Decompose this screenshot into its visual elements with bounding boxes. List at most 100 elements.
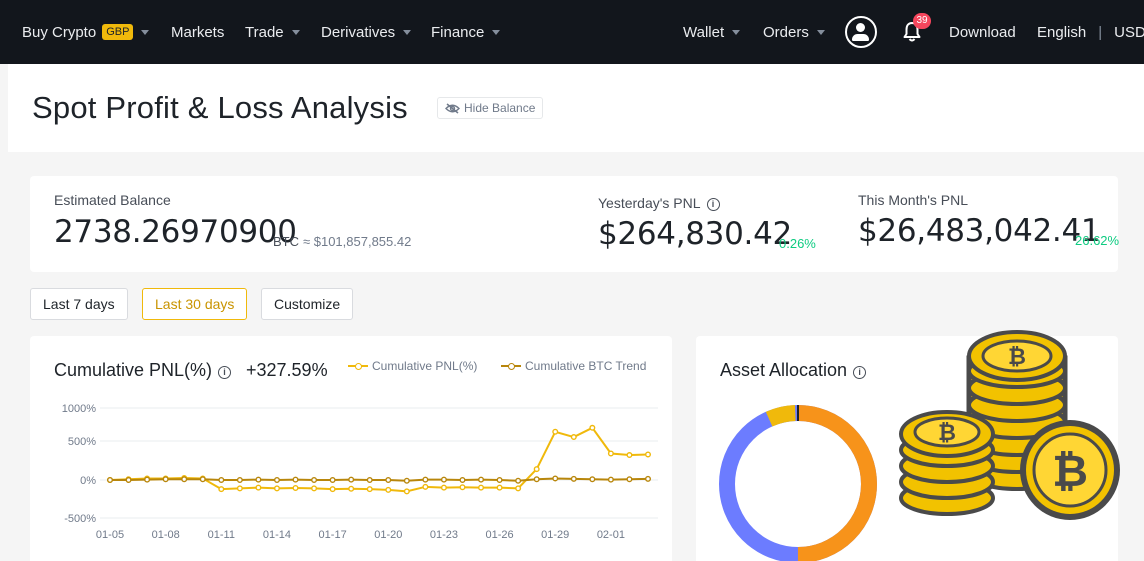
data-point-pnl[interactable] xyxy=(348,485,355,492)
x-tick-label: 01-23 xyxy=(430,529,458,541)
data-point-pnl[interactable] xyxy=(533,466,540,473)
data-point-btc[interactable] xyxy=(570,475,577,482)
data-point-btc[interactable] xyxy=(273,476,280,483)
data-point-pnl[interactable] xyxy=(459,484,466,491)
x-tick-label: 01-26 xyxy=(486,529,514,541)
data-point-pnl[interactable] xyxy=(496,484,503,491)
data-point-pnl[interactable] xyxy=(570,434,577,441)
data-point-btc[interactable] xyxy=(292,476,299,483)
data-point-btc[interactable] xyxy=(385,476,392,483)
data-point-btc[interactable] xyxy=(496,476,503,483)
hide-balance-button[interactable]: Hide Balance xyxy=(437,97,544,119)
data-point-pnl[interactable] xyxy=(292,484,299,491)
data-point-btc[interactable] xyxy=(533,476,540,483)
y-tick-label: 0% xyxy=(80,475,96,487)
info-icon[interactable]: i xyxy=(853,366,867,379)
page-title: Spot Profit & Loss Analysis xyxy=(32,90,408,125)
nav-derivatives[interactable]: Derivatives xyxy=(321,0,412,64)
data-point-btc[interactable] xyxy=(552,475,559,482)
data-point-btc[interactable] xyxy=(478,476,485,483)
data-point-btc[interactable] xyxy=(236,476,243,483)
legend-swatch-pnl xyxy=(348,363,368,370)
cumulative-pnl-value: +327.59% xyxy=(246,360,328,380)
info-icon[interactable]: i xyxy=(218,366,232,379)
nav-language-currency[interactable]: English | USD xyxy=(1037,0,1144,64)
data-point-btc[interactable] xyxy=(440,476,447,483)
data-point-btc[interactable] xyxy=(589,476,596,483)
chevron-down-icon xyxy=(816,29,825,35)
data-point-pnl[interactable] xyxy=(478,484,485,491)
data-point-pnl[interactable] xyxy=(403,488,410,495)
nav-finance[interactable]: Finance xyxy=(431,0,501,64)
data-point-btc[interactable] xyxy=(218,476,225,483)
data-point-pnl[interactable] xyxy=(645,451,652,458)
data-point-pnl[interactable] xyxy=(218,486,225,493)
data-point-btc[interactable] xyxy=(348,476,355,483)
user-profile-icon[interactable] xyxy=(845,16,877,48)
asset-allocation-donut xyxy=(719,405,877,561)
data-point-btc[interactable] xyxy=(311,476,318,483)
nav-orders[interactable]: Orders xyxy=(763,0,825,64)
language-separator: | xyxy=(1098,23,1103,41)
donut-segment-yellow xyxy=(719,405,877,561)
data-point-pnl[interactable] xyxy=(607,450,614,457)
nav-trade[interactable]: Trade xyxy=(245,0,300,64)
data-point-pnl[interactable] xyxy=(626,452,633,459)
nav-wallet-label: Wallet xyxy=(683,23,725,41)
data-point-pnl[interactable] xyxy=(273,485,280,492)
info-icon[interactable]: i xyxy=(706,198,720,211)
hide-balance-label: Hide Balance xyxy=(464,101,536,115)
range-last-7-days-button[interactable]: Last 7 days xyxy=(30,288,128,320)
data-point-pnl[interactable] xyxy=(329,486,336,493)
data-point-btc[interactable] xyxy=(626,476,633,483)
x-tick-label: 01-29 xyxy=(541,529,569,541)
data-point-btc[interactable] xyxy=(144,476,151,483)
x-tick-label: 02-01 xyxy=(597,529,625,541)
data-point-btc[interactable] xyxy=(422,476,429,483)
data-point-pnl[interactable] xyxy=(385,486,392,493)
legend-cumulative-pnl[interactable]: Cumulative PNL(%) xyxy=(348,359,477,373)
nav-markets-label: Markets xyxy=(171,23,225,41)
nav-wallet[interactable]: Wallet xyxy=(683,0,741,64)
data-point-btc[interactable] xyxy=(255,476,262,483)
nav-markets[interactable]: Markets xyxy=(171,0,224,64)
data-point-btc[interactable] xyxy=(607,476,614,483)
data-point-pnl[interactable] xyxy=(236,485,243,492)
data-point-btc[interactable] xyxy=(459,476,466,483)
range-customize-button[interactable]: Customize xyxy=(261,288,354,320)
language-label: English xyxy=(1037,23,1087,41)
fiat-label: USD xyxy=(1114,23,1144,41)
data-point-btc[interactable] xyxy=(329,476,336,483)
page-header xyxy=(8,64,1144,152)
data-point-pnl[interactable] xyxy=(589,424,596,431)
data-point-btc[interactable] xyxy=(181,476,188,483)
x-tick-label: 01-08 xyxy=(152,529,180,541)
data-point-pnl[interactable] xyxy=(311,485,318,492)
series-line-cumulative-pnl xyxy=(109,426,649,493)
nav-buy-crypto[interactable]: Buy Crypto GBP xyxy=(22,0,150,64)
chevron-down-icon xyxy=(492,29,501,35)
nav-derivatives-label: Derivatives xyxy=(321,23,396,41)
data-point-btc[interactable] xyxy=(515,477,522,484)
data-point-btc[interactable] xyxy=(199,476,206,483)
data-point-btc[interactable] xyxy=(162,476,169,483)
data-point-btc[interactable] xyxy=(366,476,373,483)
data-point-btc[interactable] xyxy=(125,476,132,483)
nav-trade-label: Trade xyxy=(245,23,284,41)
estimated-balance-label: Estimated Balance xyxy=(54,192,171,208)
legend-btc-trend[interactable]: Cumulative BTC Trend xyxy=(501,359,646,373)
data-point-pnl[interactable] xyxy=(515,485,522,492)
data-point-btc[interactable] xyxy=(645,475,652,482)
data-point-pnl[interactable] xyxy=(440,484,447,491)
data-point-btc[interactable] xyxy=(403,477,410,484)
data-point-pnl[interactable] xyxy=(422,483,429,490)
data-point-pnl[interactable] xyxy=(255,484,262,491)
data-point-pnl[interactable] xyxy=(552,428,559,435)
data-point-btc[interactable] xyxy=(106,476,113,483)
data-point-pnl[interactable] xyxy=(366,486,373,493)
balance-summary-card: Estimated Balance 2738.26970900 BTC ≈ $1… xyxy=(30,176,1119,272)
chevron-down-icon xyxy=(403,29,412,35)
nav-download[interactable]: Download xyxy=(949,0,1016,64)
range-last-30-days-button[interactable]: Last 30 days xyxy=(142,288,248,320)
currency-badge: GBP xyxy=(102,24,134,40)
